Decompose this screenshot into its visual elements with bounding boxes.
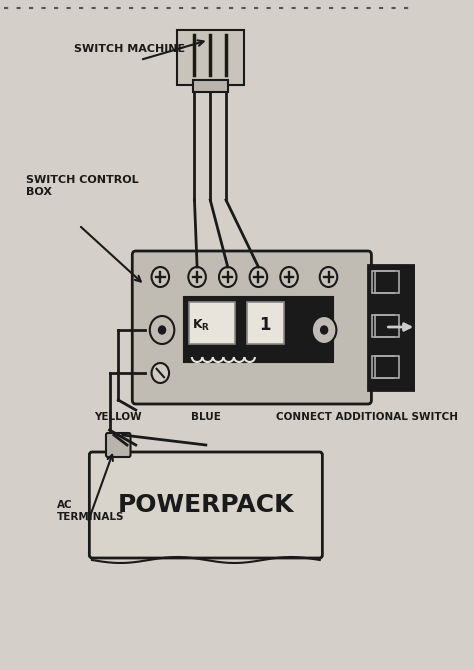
Text: SWITCH MACHINE: SWITCH MACHINE: [74, 44, 186, 54]
Circle shape: [312, 316, 337, 344]
FancyBboxPatch shape: [193, 80, 228, 92]
FancyBboxPatch shape: [132, 251, 372, 404]
Text: AC
TERMINALS: AC TERMINALS: [57, 500, 125, 522]
Circle shape: [280, 267, 298, 287]
Circle shape: [250, 267, 267, 287]
Circle shape: [159, 326, 165, 334]
Circle shape: [320, 267, 337, 287]
FancyBboxPatch shape: [372, 315, 399, 337]
FancyBboxPatch shape: [90, 452, 322, 558]
FancyBboxPatch shape: [372, 356, 399, 378]
FancyBboxPatch shape: [184, 297, 333, 362]
FancyBboxPatch shape: [368, 265, 429, 390]
FancyBboxPatch shape: [247, 302, 284, 344]
Circle shape: [188, 267, 206, 287]
Text: BLUE: BLUE: [191, 412, 221, 422]
Circle shape: [150, 316, 174, 344]
FancyBboxPatch shape: [189, 302, 235, 344]
FancyBboxPatch shape: [372, 271, 399, 293]
Text: CONNECT ADDITIONAL SWITCH: CONNECT ADDITIONAL SWITCH: [276, 412, 458, 422]
Circle shape: [320, 326, 328, 334]
FancyBboxPatch shape: [106, 433, 130, 457]
FancyBboxPatch shape: [177, 30, 244, 85]
Circle shape: [152, 363, 169, 383]
Text: $\mathbf{K_R}$: $\mathbf{K_R}$: [192, 318, 210, 332]
Circle shape: [152, 267, 169, 287]
Text: YELLOW: YELLOW: [94, 412, 142, 422]
Text: 1: 1: [260, 316, 271, 334]
Text: SWITCH CONTROL
BOX: SWITCH CONTROL BOX: [26, 176, 139, 197]
Text: POWERPACK: POWERPACK: [118, 493, 294, 517]
FancyBboxPatch shape: [432, 285, 454, 370]
Circle shape: [219, 267, 237, 287]
